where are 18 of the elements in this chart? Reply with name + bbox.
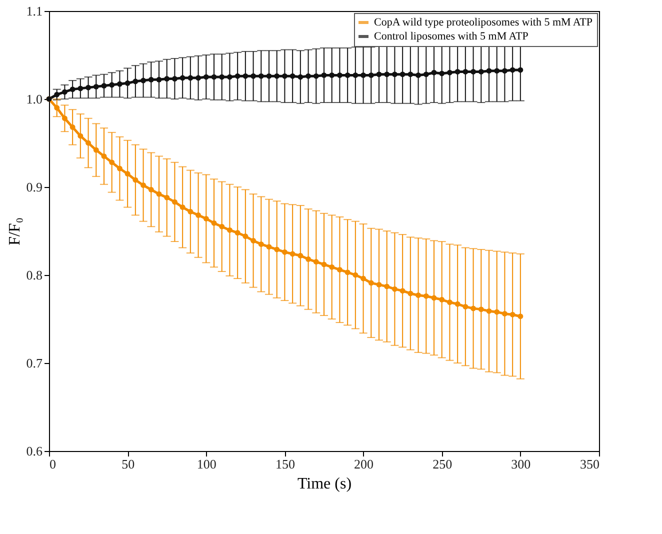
legend-label: Control liposomes with 5 mM ATP	[374, 30, 528, 42]
x-tick-label: 150	[275, 456, 295, 472]
y-tick-label: 0.9	[26, 180, 42, 194]
x-axis-title: Time (s)	[297, 476, 352, 492]
x-tick-label: 200	[354, 456, 374, 472]
x-tick-label: 250	[432, 456, 452, 472]
y-tick-label: 0.6	[26, 444, 43, 458]
y-tick-label: 0.8	[26, 268, 42, 282]
legend-label: CopA wild type proteoliposomes with 5 mM ATP	[374, 16, 592, 28]
x-tick-label: 50	[122, 456, 135, 472]
x-tick-label: 100	[196, 456, 216, 472]
y-axis-title: F/F₀	[6, 218, 24, 246]
y-tick-label: 1.1	[26, 4, 42, 18]
y-tick-label: 0.7	[26, 356, 43, 370]
y-tick-label: 1.0	[26, 92, 42, 106]
x-tick-label: 0	[50, 456, 56, 472]
x-tick-label: 300	[511, 456, 531, 472]
x-tick-label: 350	[580, 456, 600, 472]
